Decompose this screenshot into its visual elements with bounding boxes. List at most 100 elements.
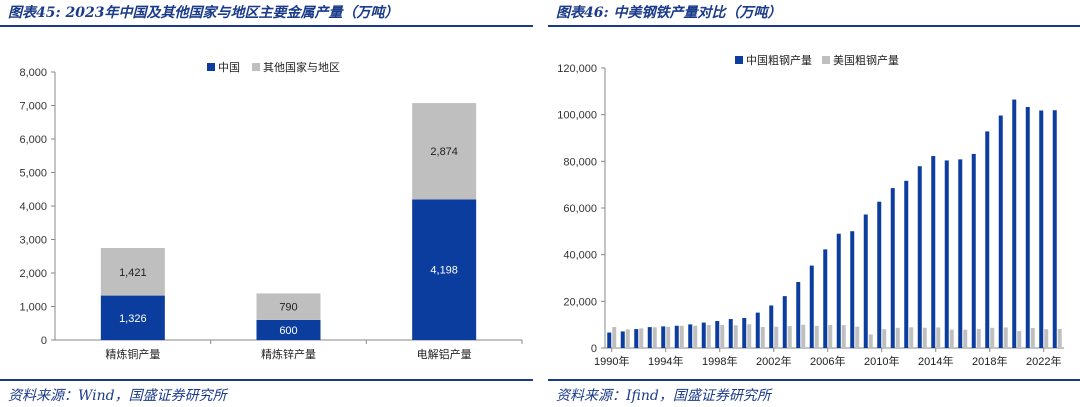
x-tick-label: 精炼铜产量 (105, 347, 160, 361)
bar (760, 326, 765, 348)
bar (931, 156, 936, 348)
y-tick-label: 0 (591, 343, 597, 355)
legend-swatch (207, 63, 215, 71)
legend-label: 中国粗钢产量 (746, 53, 812, 67)
y-tick-label: 80,000 (563, 156, 597, 168)
title-rule (0, 25, 533, 27)
bar (904, 180, 909, 348)
figure-title: 图表45: 2023年中国及其他国家与地区主要金属产量（万吨） (8, 5, 399, 21)
bar (909, 327, 914, 348)
bar (787, 326, 792, 348)
bar (728, 319, 733, 348)
bar (936, 327, 941, 348)
x-tick-label: 2022年 (1026, 354, 1061, 368)
legend-label: 美国粗钢产量 (833, 53, 899, 67)
bar (612, 327, 617, 348)
bar (782, 296, 787, 348)
data-label: 2,874 (430, 146, 458, 158)
bar (882, 329, 887, 348)
source-note: 资料来源：Ifind，国盛证券研究所 (556, 388, 771, 404)
y-tick-label: 60,000 (563, 203, 597, 215)
bar (963, 329, 968, 348)
x-tick-label: 电解铝产量 (417, 347, 472, 361)
y-tick-label: 0 (41, 335, 47, 347)
bar (855, 326, 860, 348)
y-tick-label: 3,000 (19, 235, 47, 247)
source-note: 资料来源：Wind，国盛证券研究所 (8, 388, 227, 404)
bar (868, 334, 873, 348)
y-tick-label: 100,000 (557, 110, 597, 122)
bar (755, 312, 760, 348)
bar-segment (412, 103, 477, 200)
bar (1003, 327, 1008, 348)
x-tick-label: 1990年 (594, 354, 629, 368)
bar (625, 329, 630, 348)
data-label: 1,421 (119, 267, 147, 279)
bar (895, 327, 900, 348)
y-tick-label: 7,000 (19, 101, 47, 113)
bar (715, 321, 720, 348)
bar (607, 332, 612, 348)
x-tick-label: 1994年 (648, 354, 683, 368)
x-tick-label: 1998年 (702, 354, 737, 368)
source-rule (548, 379, 1080, 381)
title-rule (548, 25, 1080, 27)
bar-segment (100, 295, 165, 340)
bar (998, 115, 1003, 349)
y-tick-label: 40,000 (563, 250, 597, 262)
bar (1057, 328, 1062, 348)
x-tick-label: 2002年 (756, 354, 791, 368)
bar (639, 328, 644, 348)
bar (1030, 327, 1035, 348)
metal-output-chart: 0 1,000 2,000 3,000 4,000 5,000 6,000 7,000 8,00… (19, 60, 523, 361)
bar (990, 327, 995, 348)
bar (701, 322, 706, 348)
bar (841, 325, 846, 348)
bar (1012, 99, 1017, 348)
bar (742, 318, 747, 348)
y-tick-label: 20,000 (563, 296, 597, 308)
y-tick-label: 8,000 (19, 67, 47, 79)
bar (706, 325, 711, 348)
bar (971, 153, 976, 348)
bar-segment (412, 199, 477, 340)
bar (958, 159, 963, 348)
x-tick-label: 2018年 (972, 354, 1007, 368)
bar (828, 324, 833, 348)
bar (747, 324, 752, 348)
bar (823, 249, 828, 348)
y-tick-label: 4,000 (19, 201, 47, 213)
x-tick-label: 2006年 (810, 354, 845, 368)
bar (922, 327, 927, 348)
bar (620, 331, 625, 348)
bar (661, 326, 666, 348)
bar (877, 201, 882, 348)
bar (666, 326, 671, 348)
bar (693, 325, 698, 348)
y-tick-label: 6,000 (19, 134, 47, 146)
legend-label: 中国 (218, 61, 240, 74)
bar (674, 325, 679, 348)
legend-label: 其他国家与地区 (263, 60, 340, 74)
bar (863, 214, 868, 348)
bar (647, 327, 652, 348)
data-label: 1,326 (119, 313, 147, 325)
bar-segment (256, 319, 321, 340)
x-tick-label: 精炼锌产量 (261, 347, 316, 361)
y-tick-label: 120,000 (557, 63, 597, 75)
bar (801, 324, 806, 348)
steel-output-chart: 0 20,000 40,000 60,000 80,000 100,000 120,000 1… (557, 53, 1064, 368)
bar (720, 324, 725, 348)
y-tick-label: 5,000 (19, 168, 47, 180)
bar (890, 188, 895, 348)
y-tick-label: 1,000 (19, 302, 47, 314)
bar (1025, 107, 1030, 349)
legend-swatch (735, 56, 743, 64)
legend-swatch (252, 63, 260, 71)
bar (679, 325, 684, 348)
bar (1052, 110, 1057, 349)
bar (985, 131, 990, 348)
bar (796, 281, 801, 348)
bar (774, 326, 779, 348)
x-tick-label: 2014年 (918, 354, 953, 368)
